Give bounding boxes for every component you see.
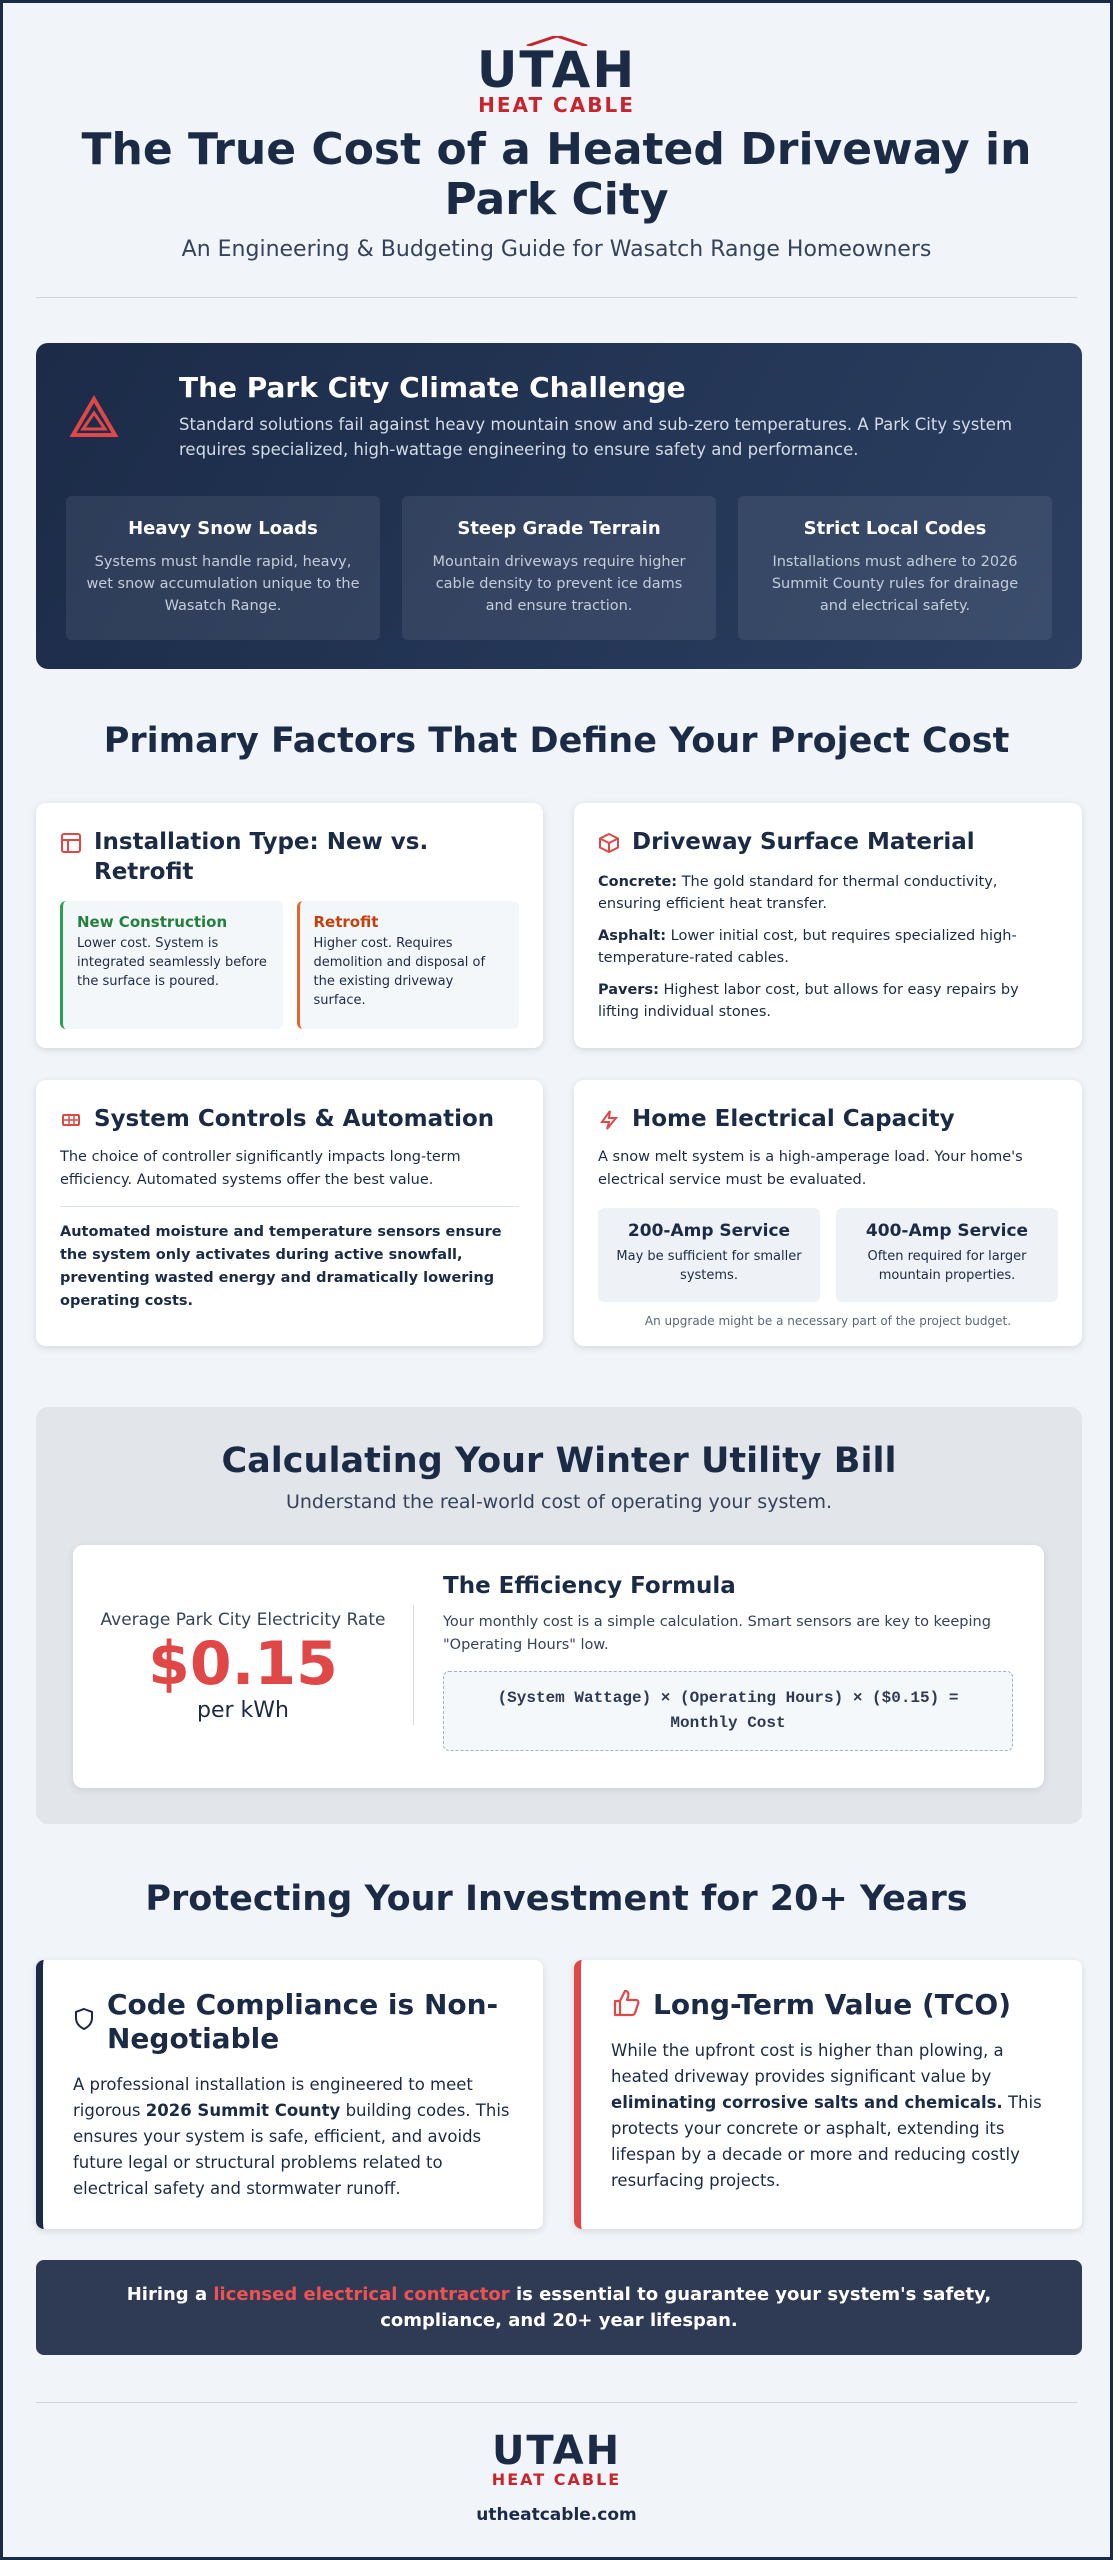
footer-url: utheatcable.com <box>476 2505 637 2525</box>
card-title: Long-Term Value (TCO) <box>653 1988 1012 2021</box>
text-emphasis: 2026 Summit County <box>145 2101 341 2120</box>
option-title: 200-Amp Service <box>627 1221 791 1241</box>
option-title: Retrofit <box>313 913 379 931</box>
banner-text: is essential to guarantee your system's … <box>380 2284 992 2331</box>
material-card: Driveway Surface Material Concrete: The … <box>574 803 1082 1048</box>
utility-section: Calculating Your Winter Utility Bill Und… <box>36 1407 1082 1824</box>
electrical-card: Home Electrical Capacity A snow melt sys… <box>574 1080 1082 1346</box>
material-item: Asphalt: Lower initial cost, but require… <box>598 925 1058 969</box>
bolt-icon <box>600 1110 619 1130</box>
layout-icon <box>61 833 81 853</box>
value-card: Long-Term Value (TCO) While the upfront … <box>574 1960 1082 2229</box>
option-text: Lower cost. System is integrated seamles… <box>77 936 267 989</box>
card-title: System Controls & Automation <box>94 1106 495 1132</box>
material-item: Pavers: Highest labor cost, but allows f… <box>598 979 1058 1023</box>
logo: UTAH HEAT CABLE <box>3 36 1110 116</box>
climate-item: Heavy Snow Loads Systems must handle rapi… <box>66 496 380 640</box>
separator <box>413 1605 414 1725</box>
logo-subtext: HEAT CABLE <box>478 93 635 117</box>
logo-subtext: HEAT CABLE <box>491 2470 622 2489</box>
card-text: A snow melt system is a high-amperage lo… <box>598 1149 1023 1188</box>
section-title: Protecting Your Investment for 20+ Years <box>145 1879 968 1919</box>
banner-highlight: licensed electrical contractor <box>213 2284 510 2305</box>
text-part: While the upfront cost is higher than pl… <box>611 2041 1004 2086</box>
banner-text: Hiring a <box>126 2284 208 2305</box>
text-part: A professional installation is engineere… <box>73 2075 473 2120</box>
card-title: Installation Type: New vs. Retrofit <box>94 829 429 885</box>
card-title: Code Compliance is Non-Negotiable <box>107 1988 499 2055</box>
option: 200-Amp Service May be sufficient for sma… <box>598 1208 820 1302</box>
section-title: Primary Factors That Define Your Project… <box>103 721 1010 761</box>
item-label: Concrete: <box>598 874 678 890</box>
option-title: 400-Amp Service <box>865 1221 1029 1241</box>
rate-label: Average Park City Electricity Rate <box>100 1610 386 1630</box>
logo-text: UTAH <box>491 2428 622 2474</box>
formula-card: Average Park City Electricity Rate $0.15… <box>73 1545 1044 1788</box>
formula: (System Wattage) × (Operating Hours) × (… <box>443 1671 1013 1751</box>
item-title: Heavy Snow Loads <box>128 518 318 539</box>
section-subtitle: Understand the real-world cost of operat… <box>285 1491 833 1513</box>
shield-icon <box>75 2007 93 2031</box>
climate-item: Strict Local Codes Installations must adh… <box>738 496 1052 640</box>
climate-item: Steep Grade Terrain Mountain driveways re… <box>402 496 716 640</box>
logo-mark <box>526 36 587 46</box>
formula-title: The Efficiency Formula <box>443 1573 736 1599</box>
footer-logo: UTAH HEAT CABLE <box>3 2431 1110 2489</box>
formula-box: The Efficiency Formula Your monthly cost… <box>443 1573 1013 1751</box>
rate-unit: per kWh <box>197 1698 289 1723</box>
text-emphasis: eliminating corrosive salts and chemical… <box>611 2093 1003 2112</box>
formula-text: Your monthly cost is a simple calculatio… <box>443 1614 991 1653</box>
option: New Construction Lower cost. System is in… <box>60 901 283 1029</box>
item-label: Pavers: <box>598 982 659 998</box>
section-title: Calculating Your Winter Utility Bill <box>221 1441 897 1481</box>
climate-card: The Park City Climate Challenge Standard… <box>36 343 1082 669</box>
thumbs-up-icon <box>613 1989 640 2017</box>
item-title: Strict Local Codes <box>803 518 987 539</box>
card-title: Home Electrical Capacity <box>632 1106 955 1132</box>
page-title: The True Cost of a Heated Driveway in Pa… <box>81 124 1032 225</box>
item-text: Installations must adhere to 2026 Summit… <box>771 554 1019 614</box>
card-text: While the upfront cost is higher than pl… <box>611 2038 1052 2194</box>
option-title: New Construction <box>77 913 228 931</box>
item-text: The gold standard for thermal conductivi… <box>598 874 998 912</box>
installation-card: Installation Type: New vs. Retrofit New … <box>36 803 543 1048</box>
option-text: May be sufficient for smaller systems. <box>616 1249 802 1283</box>
compliance-card: Code Compliance is Non-Negotiable A prof… <box>36 1960 543 2229</box>
item-text: Highest labor cost, but allows for easy … <box>598 982 1019 1020</box>
controls-card: System Controls & Automation The choice … <box>36 1080 543 1346</box>
option: 400-Amp Service Often required for larger… <box>836 1208 1058 1302</box>
item-title: Steep Grade Terrain <box>457 518 661 539</box>
divider <box>36 297 1077 298</box>
rate-value: $0.15 <box>148 1629 338 1699</box>
text-part: building codes. This ensures your system… <box>73 2101 510 2198</box>
item-text: Lower initial cost, but requires special… <box>598 928 1017 966</box>
item-label: Asphalt: <box>598 928 667 944</box>
climate-title: The Park City Climate Challenge <box>179 371 686 404</box>
card-text: A professional installation is engineere… <box>73 2072 513 2202</box>
option: Retrofit Higher cost. Requires demolition… <box>296 901 519 1029</box>
divider <box>36 2402 1077 2403</box>
climate-text: Standard solutions fail against heavy mo… <box>179 415 1013 459</box>
banner: Hiring a licensed electrical contractor … <box>36 2260 1082 2355</box>
material-item: Concrete: The gold standard for thermal … <box>598 871 1058 915</box>
page-subtitle: An Engineering & Budgeting Guide for Was… <box>181 237 932 262</box>
logo-text: UTAH <box>476 41 637 99</box>
option-text: Often required for larger mountain prope… <box>867 1249 1027 1283</box>
note: An upgrade might be a necessary part of … <box>644 1314 1012 1328</box>
box-icon <box>599 832 619 854</box>
card-title: Driveway Surface Material <box>632 829 975 855</box>
item-text: Mountain driveways require higher cable … <box>432 554 686 614</box>
rate-box: Average Park City Electricity Rate $0.15… <box>73 1610 413 1723</box>
warning-icon <box>69 395 119 437</box>
controls-icon <box>62 1114 80 1126</box>
item-text: Systems must handle rapid, heavy, wet sn… <box>86 554 360 614</box>
option-text: Higher cost. Requires demolition and dis… <box>313 936 486 1008</box>
card-text: The choice of controller significantly i… <box>60 1149 461 1188</box>
highlight-text: Automated moisture and temperature senso… <box>60 1206 519 1313</box>
text-part: This protects your concrete or asphalt, … <box>611 2093 1042 2190</box>
